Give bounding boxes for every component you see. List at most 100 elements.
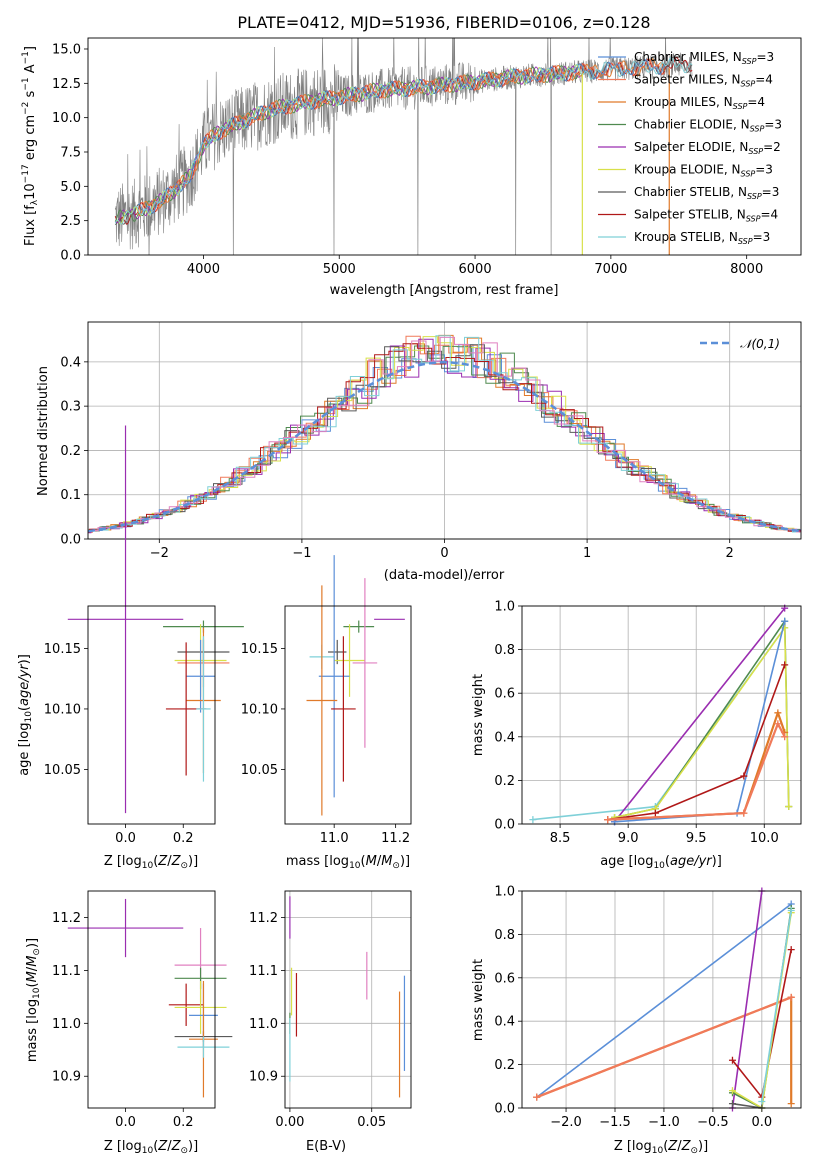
y-tick-label: 0.2 [494,774,515,789]
model-spectrum-kroupa_miles [137,58,666,216]
x-tick-label: 9.5 [686,831,707,846]
x-tick-label: 2 [726,546,734,561]
y-tick-label: 5.0 [60,180,81,195]
legend-label-chabrier_elodie: Chabrier ELODIE, NSSP=3 [634,118,782,134]
normal-curve [88,361,801,533]
legend-label-chabrier_miles: Chabrier MILES, NSSP=3 [634,50,774,66]
x-tick-label: 0.2 [173,1115,194,1130]
mE-xlabel: E(B-V) [306,1139,346,1154]
weight-line-kroupa_elodie [614,625,790,819]
y-tick-label: 0.1 [60,488,81,503]
y-tick-label: 2.5 [60,214,81,229]
weight-marker-kroupa_elodie [728,1087,736,1095]
x-tick-label: −1.5 [599,1115,631,1130]
weight-marker-salpeter_miles [787,993,795,1001]
y-tick-label: 10.10 [241,702,278,717]
mZ-xlabel: Z [log10(Z/Z⊙)] [104,1139,198,1156]
residual-ylabel: Normed distribution [36,366,51,496]
y-tick-label: 11.0 [249,1017,278,1032]
legend-label-salpeter_miles: Salpeter MILES, NSSP=4 [634,73,773,89]
weight-marker-salpeter_miles [604,816,612,824]
x-tick-label: 0.0 [115,1115,136,1130]
legend-label-kroupa_stelib: Kroupa STELIB, NSSP=3 [634,230,770,246]
y-tick-label: 0.8 [494,928,515,943]
x-tick-label: 0.0 [751,1115,772,1130]
weight-marker-salpeter_miles [533,1093,541,1101]
y-tick-label: 0.2 [60,444,81,459]
x-tick-label: 5000 [323,262,356,277]
axes-frame [284,890,412,1109]
model-spectrum-salpeter_miles [137,58,665,213]
x-tick-label: 0.2 [173,831,194,846]
y-tick-label: 15.0 [52,42,81,57]
x-tick-label: 7000 [594,262,627,277]
y-tick-label: 10.05 [44,763,81,778]
legend-label-salpeter_stelib: Salpeter STELIB, NSSP=4 [634,208,778,224]
x-tick-label: 0 [440,546,448,561]
axes-frame [87,605,216,825]
legend-label-kroupa_miles: Kroupa MILES, NSSP=4 [634,95,765,111]
histogram-salpeter_stelib [88,343,801,533]
weight-marker-kroupa_stelib [787,907,795,915]
residual-histograms [88,334,801,534]
y-tick-label: 11.1 [249,964,278,979]
weight-marker-salpeter_miles [740,809,748,817]
y-tick-label: 0.6 [494,687,515,702]
axes-frame [87,890,216,1109]
y-tick-label: 0.4 [494,1015,515,1030]
y-tick-label: 10.15 [44,642,81,657]
weight-vs-metallicity-panel: Z [log10(Z/Z⊙)] mass weight −2.0 −1.5 −1.0… [471,885,802,1156]
x-tick-label: 6000 [459,262,492,277]
axes-frame [521,605,802,825]
legend-label-salpeter_elodie: Salpeter ELODIE, NSSP=2 [634,140,781,156]
spectrum-title: PLATE=0412, MJD=51936, FIBERID=0106, z=0… [237,13,650,32]
x-tick-label: 0.05 [357,1115,386,1130]
x-tick-label: 1 [583,546,591,561]
residual-panel: (data-model)/error Normed distribution −… [36,321,802,583]
weight-marker-salpeter_miles [781,733,789,741]
mZ-ylabel: mass [log10(M/M⊙)] [25,938,42,1062]
y-tick-label: 0.6 [494,971,515,986]
spectrum-lines [114,38,693,255]
weight-marker-chabrier_stelib [728,1100,736,1108]
x-tick-label: −1 [292,546,311,561]
x-tick-label: 0.0 [115,831,136,846]
spectrum-panel: PLATE=0412, MJD=51936, FIBERID=0106, z=0… [21,13,802,298]
weight-marker-salpeter_stelib [651,809,659,817]
y-tick-label: 10.15 [241,642,278,657]
y-tick-label: 1.0 [494,885,515,900]
wAge-xlabel: age [log10(age/yr)] [600,854,722,871]
axes-frame [87,321,802,540]
y-tick-label: 0.4 [60,355,81,370]
y-tick-label: 0.0 [494,818,515,833]
y-tick-label: 10.9 [249,1070,278,1085]
mass-vs-metallicity-panel: Z [log10(Z/Z⊙)] mass [log10(M/M⊙)] 0.0 0.… [25,890,233,1156]
age-vs-mass-panel: mass [log10(M/M⊙)] 11.0 11.2 10.05 10.10 10.… [241,555,412,871]
weight-line-salpeter_elodie [613,607,786,823]
normal-legend-label: 𝒩(0,1) [740,337,780,351]
ageM-xlabel: mass [log10(M/M⊙)] [286,854,410,871]
weight-marker-salpeter_miles [774,720,782,728]
weight-vs-age-panel: age [log10(age/yr)] mass weight 8.5 9.0 9.… [471,600,802,871]
weight-marker-kroupa_stelib [529,816,537,824]
weight-line-salpeter_miles [536,996,792,1099]
histogram-pink [88,336,801,533]
weight-marker-kroupa_miles [774,709,782,717]
y-tick-label: 0.0 [60,533,81,548]
ageZ-ylabel: age [log10(age/yr)] [17,654,34,776]
weight-line-salpeter_elodie [731,890,763,1109]
x-tick-label: 10.0 [750,831,779,846]
age-vs-metallicity-panel: Z [log10(Z/Z⊙)] age [log10(age/yr)] 0.0 0… [17,425,244,871]
axes-frame [87,37,802,256]
spectrum-ylabel: Flux [fλ10−17 erg cm−2 s−1 A−1] [21,46,40,246]
y-tick-label: 0.3 [60,400,81,415]
weight-marker-chabrier_miles [781,617,789,625]
y-tick-label: 1.0 [494,600,515,615]
axes-frame [284,605,412,825]
y-tick-label: 11.1 [52,964,81,979]
weight-marker-kroupa_miles [787,1100,795,1108]
wAge-ylabel: mass weight [471,674,486,756]
x-tick-label: 0.00 [275,1115,304,1130]
weight-marker-salpeter_stelib [728,1056,736,1064]
